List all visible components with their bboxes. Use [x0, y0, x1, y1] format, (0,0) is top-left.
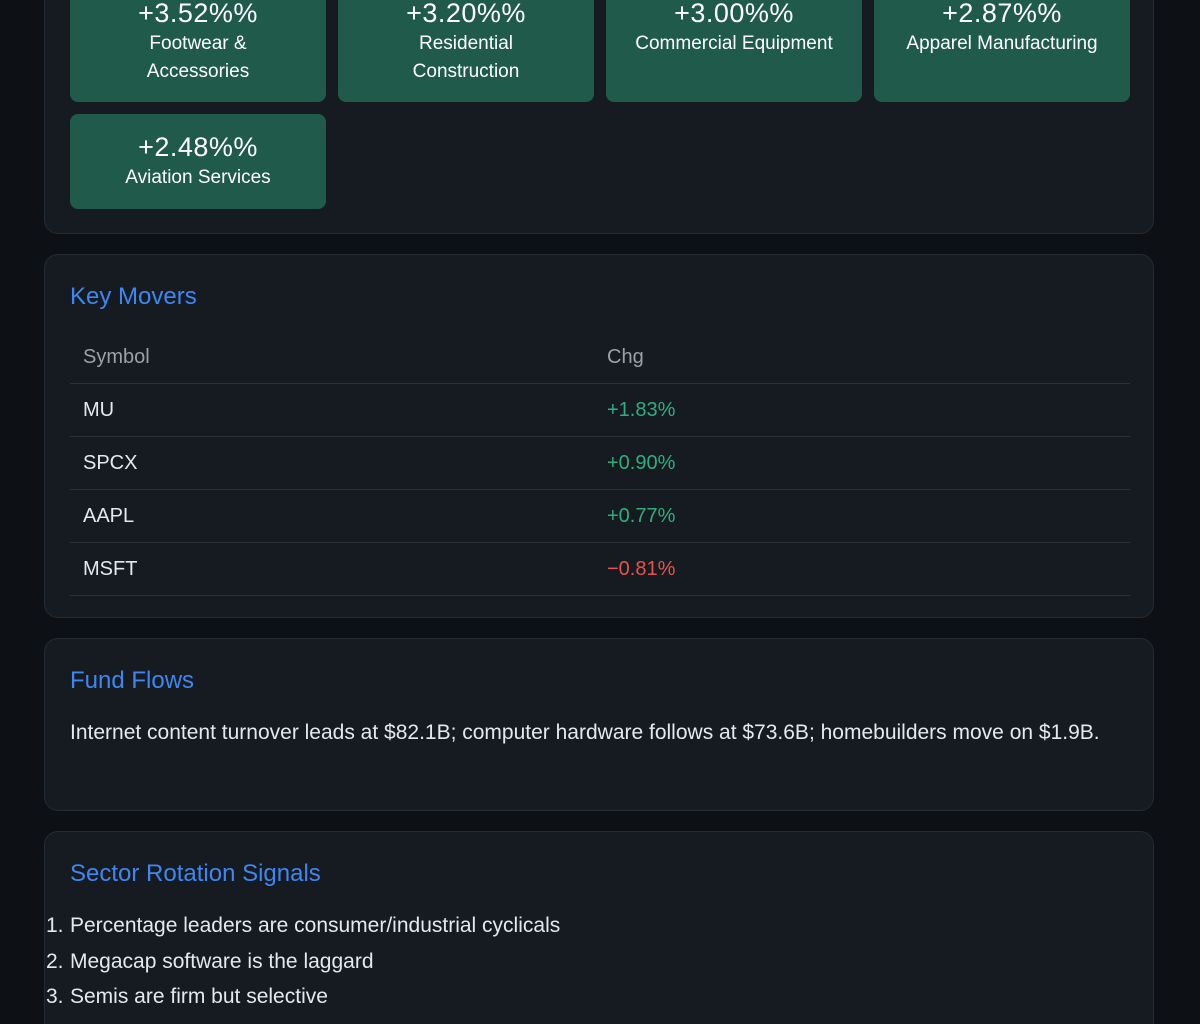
mover-change: −0.81% [607, 558, 676, 580]
rotation-signals-list: 1. Percentage leaders are consumer/indus… [46, 908, 561, 1015]
sector-tile-change: +3.20%% [406, 0, 526, 28]
table-row[interactable]: AAPL +0.77% [70, 490, 1130, 543]
list-item: 1. Percentage leaders are consumer/indus… [46, 908, 561, 944]
list-item-number: 3. [46, 985, 64, 1008]
list-item-text: Percentage leaders are consumer/industri… [70, 914, 561, 937]
sector-tile[interactable]: +3.00%% Commercial Equipment [606, 0, 862, 102]
mover-change: +1.83% [607, 399, 676, 421]
key-movers-card: Key Movers Symbol Chg MU +1.83% SPCX +0.… [44, 254, 1154, 618]
mover-symbol: MU [83, 399, 115, 421]
sector-tile-name: Residential Construction [412, 33, 520, 82]
column-header-change: Chg [607, 346, 644, 368]
table-row[interactable]: MU +1.83% [70, 384, 1130, 437]
sector-tile-change: +3.00%% [674, 0, 794, 28]
table-row[interactable]: MSFT −0.81% [70, 543, 1130, 596]
table-row[interactable]: SPCX +0.90% [70, 437, 1130, 490]
fund-flows-card: Fund Flows Internet content turnover lea… [44, 638, 1154, 811]
mover-change: +0.77% [607, 505, 676, 527]
sector-tile-change: +2.48%% [138, 132, 258, 162]
mover-symbol: SPCX [83, 452, 138, 474]
sector-tile[interactable]: +3.52%% Footwear & Accessories [70, 0, 326, 102]
mover-symbol: AAPL [83, 505, 135, 527]
sector-tile-name: Commercial Equipment [635, 33, 833, 54]
mover-change: +0.90% [607, 452, 676, 474]
sector-tile[interactable]: +2.48%% Aviation Services [70, 114, 326, 209]
sector-tile[interactable]: +3.20%% Residential Construction [338, 0, 594, 102]
sector-tile-name: Apparel Manufacturing [906, 33, 1098, 54]
table-header-row: Symbol Chg [70, 331, 1130, 384]
section-title: Sector Rotation Signals [70, 860, 321, 887]
list-item: 3. Semis are firm but selective [46, 979, 560, 1015]
sector-rotation-card: Sector Rotation Signals 1. Percentage le… [44, 831, 1154, 1024]
sector-tile-name: Footwear & Accessories [146, 33, 250, 82]
movers-table: Symbol Chg MU +1.83% SPCX +0.90% AAPL +0… [70, 331, 1130, 596]
list-item-number: 1. [46, 914, 64, 937]
fund-flows-text: Internet content turnover leads at $82.1… [70, 721, 1100, 744]
list-item-text: Megacap software is the laggard [70, 949, 374, 973]
list-item: 2. Megacap software is the laggard [46, 944, 560, 980]
list-item-number: 2. [46, 949, 64, 973]
sector-tile-change: +3.52%% [138, 0, 258, 28]
section-title: Key Movers [70, 283, 197, 310]
sector-tile-name: Aviation Services [125, 167, 271, 188]
section-title: Fund Flows [70, 667, 195, 694]
sector-leaders-card: +3.52%% Footwear & Accessories +3.20%% R… [44, 0, 1154, 234]
mover-symbol: MSFT [83, 558, 138, 580]
sector-tile[interactable]: +2.87%% Apparel Manufacturing [874, 0, 1130, 102]
list-item-text: Semis are firm but selective [70, 985, 328, 1008]
column-header-symbol: Symbol [83, 346, 150, 368]
sector-tile-change: +2.87%% [942, 0, 1062, 28]
